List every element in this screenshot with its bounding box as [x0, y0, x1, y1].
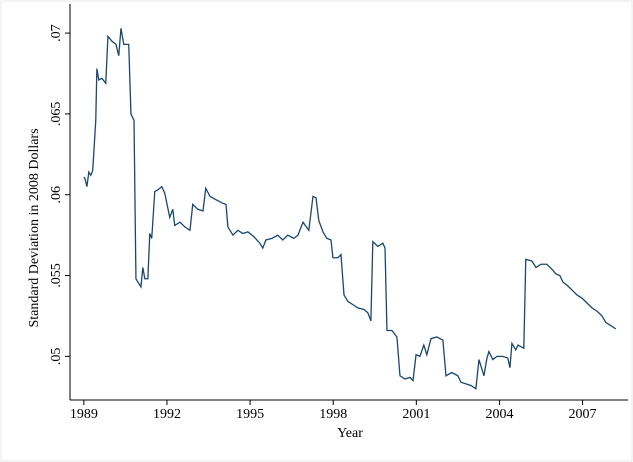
x-tick-label: 1989	[70, 407, 98, 422]
x-tick-label: 2001	[402, 407, 430, 422]
y-tick-label: .065	[49, 102, 64, 127]
x-axis-title: Year	[337, 426, 363, 441]
x-tick-label: 2007	[569, 407, 597, 422]
x-tick-label: 2004	[485, 407, 513, 422]
x-tick-label: 1995	[236, 407, 264, 422]
x-tick-label: 1998	[319, 407, 347, 422]
x-tick-label: 1992	[153, 407, 181, 422]
y-axis-title: Standard Deviation in 2008 Dollars	[27, 128, 42, 327]
series-line	[83, 28, 617, 390]
y-tick-label: .05	[49, 348, 64, 366]
y-tick-label: .055	[49, 263, 64, 288]
y-tick-label: .06	[49, 186, 64, 204]
y-tick-label: .07	[49, 24, 64, 42]
